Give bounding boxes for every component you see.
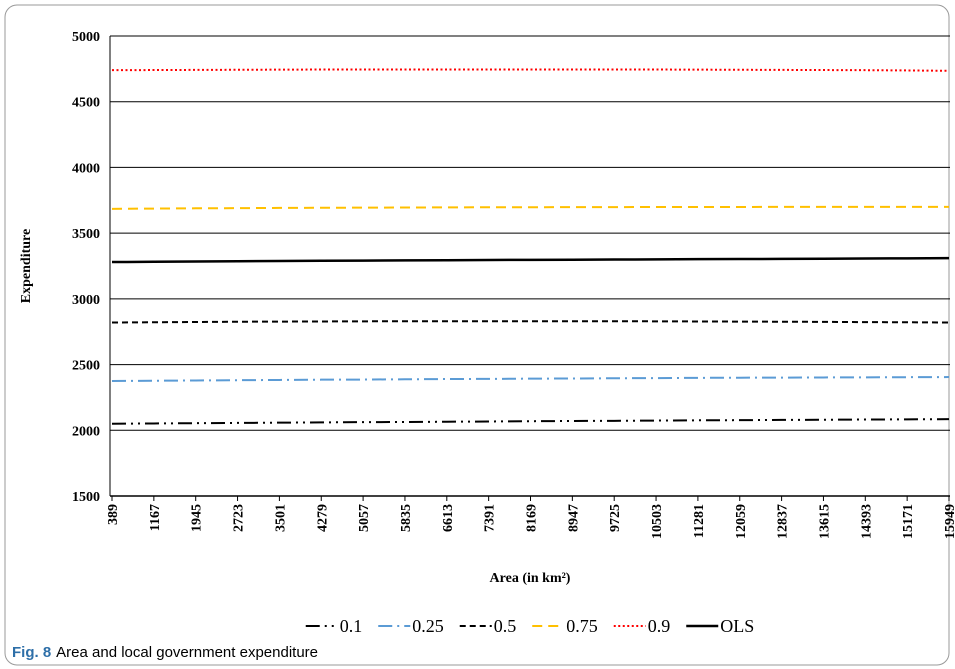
x-tick-label: 8947 <box>566 504 581 532</box>
x-tick-label: 15949 <box>943 504 955 539</box>
y-tick-label: 4000 <box>72 161 100 176</box>
caption-label: Fig. 8 <box>12 644 51 661</box>
caption-text: Area and local government expenditure <box>56 644 318 661</box>
x-tick-label: 1167 <box>148 504 163 531</box>
x-tick-label: 12837 <box>776 504 791 539</box>
legend-label: 0.5 <box>494 616 517 636</box>
x-tick-label: 9725 <box>608 504 623 532</box>
x-tick-label: 389 <box>106 504 121 525</box>
legend-label: 0.9 <box>648 616 671 636</box>
x-tick-label: 11281 <box>692 504 707 538</box>
x-tick-label: 12059 <box>734 504 749 539</box>
legend-label: 0.75 <box>566 616 598 636</box>
y-axis-label: Expenditure <box>19 229 34 303</box>
x-tick-label: 7391 <box>483 504 498 532</box>
x-tick-label: 10503 <box>650 504 665 539</box>
series-line <box>111 418 950 425</box>
y-tick-label: 3500 <box>72 227 100 242</box>
x-tick-label: 14393 <box>859 504 874 539</box>
series-line <box>111 376 950 382</box>
series-line <box>111 320 950 324</box>
x-tick-label: 3501 <box>273 504 288 532</box>
y-tick-label: 2500 <box>72 359 100 374</box>
y-tick-label: 5000 <box>72 30 100 45</box>
y-tick-label: 2000 <box>72 424 100 439</box>
y-tick-label: 1500 <box>72 490 100 505</box>
x-tick-label: 8169 <box>525 504 540 532</box>
legend: 0.1 0.25 0.5 0.75 0.9 OLS <box>305 616 754 636</box>
x-tick-label: 6613 <box>441 504 456 532</box>
y-tick-label: 3000 <box>72 293 100 308</box>
x-tick-label: 4279 <box>315 504 330 532</box>
series-line <box>111 68 950 72</box>
x-tick-label: 5835 <box>399 504 414 532</box>
legend-label: OLS <box>720 616 754 636</box>
caption: Fig. 8 Area and local government expendit… <box>12 644 318 661</box>
series-line <box>111 256 950 264</box>
x-tick-label: 2723 <box>232 504 247 532</box>
legend-label: 0.25 <box>412 616 444 636</box>
y-tick-label: 4500 <box>72 96 100 111</box>
x-axis-label: Area (in km²) <box>490 571 571 586</box>
figure-frame <box>4 4 950 666</box>
x-tick-label: 13615 <box>817 504 832 539</box>
x-tick-label: 1945 <box>190 504 205 532</box>
series-line <box>111 205 949 210</box>
x-tick-label: 15171 <box>901 504 916 539</box>
legend-label: 0.1 <box>340 616 363 636</box>
x-tick-label: 5057 <box>357 504 372 532</box>
